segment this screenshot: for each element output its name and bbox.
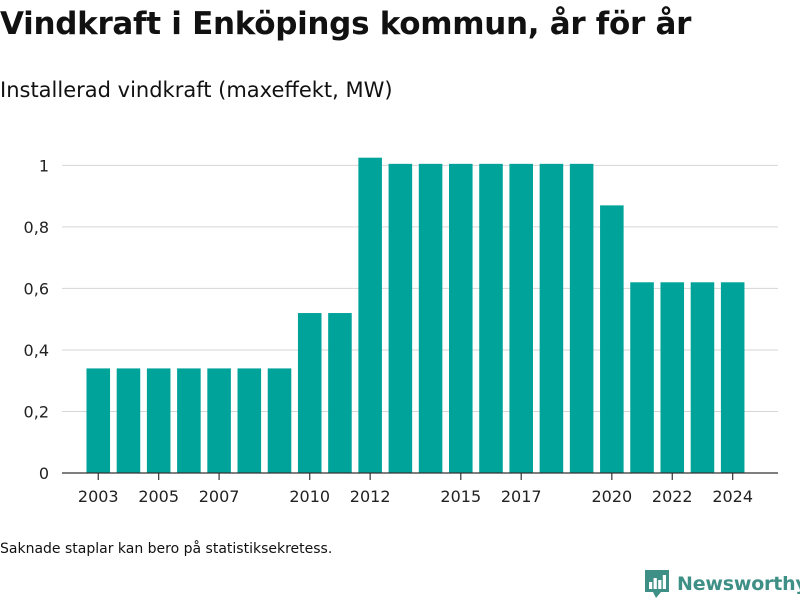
bar-2009[interactable] [267, 368, 292, 473]
y-tick-label: 0 [39, 464, 49, 483]
bar-2012[interactable] [358, 157, 382, 473]
y-tick-label: 0,4 [24, 341, 49, 360]
newsworthy-logo[interactable]: Newsworthy [644, 569, 800, 599]
bar-chart: 2003 2005 2007 2010 2012 2015 2017 2020 2022 2024… [24, 156, 778, 506]
y-tick-label: 0,2 [24, 402, 49, 421]
bar-chart-logo-icon [645, 570, 669, 598]
bar-2010[interactable] [297, 313, 322, 473]
bar-2008[interactable] [237, 368, 262, 473]
bar-2019[interactable] [569, 163, 594, 473]
bar-2014[interactable] [418, 163, 443, 473]
x-tick-label: 2015 [440, 487, 481, 506]
bar-2024[interactable] [720, 282, 745, 473]
bar-2021[interactable] [630, 282, 654, 473]
x-tick-label: 2024 [712, 487, 753, 506]
bar-2022[interactable] [660, 282, 685, 473]
chart-title: Vindkraft i Enköpings kommun, år för år [0, 6, 692, 42]
bar-2013[interactable] [388, 163, 413, 473]
y-tick-label: 1 [39, 156, 49, 175]
x-tick-label: 2007 [199, 487, 240, 506]
brand-name: Newsworthy [677, 573, 800, 595]
bar-2023[interactable] [690, 282, 715, 473]
y-tick-label: 0,6 [24, 279, 49, 298]
x-tick-label: 2017 [501, 487, 542, 506]
bar-2006[interactable] [177, 368, 201, 473]
footnote: Saknade staplar kan bero på statistiksek… [0, 541, 333, 557]
x-tick-label: 2003 [78, 487, 119, 506]
y-tick-label: 0,8 [24, 218, 49, 237]
bar-2003[interactable] [86, 368, 111, 473]
x-tick-label: 2012 [350, 487, 391, 506]
bar-2018[interactable] [539, 163, 564, 473]
bar-2004[interactable] [116, 368, 141, 473]
x-tick-label: 2020 [591, 487, 632, 506]
bar-2017[interactable] [509, 163, 533, 473]
x-tick-label: 2022 [652, 487, 693, 506]
bar-2015[interactable] [449, 163, 473, 473]
chart-subtitle: Installerad vindkraft (maxeffekt, MW) [0, 78, 393, 102]
x-tick-label: 2010 [289, 487, 330, 506]
bar-2007[interactable] [207, 368, 231, 473]
bar-2011[interactable] [328, 313, 352, 473]
bar-2016[interactable] [479, 163, 503, 473]
bar-2020[interactable] [600, 205, 624, 473]
x-tick-label: 2005 [138, 487, 179, 506]
bar-2005[interactable] [146, 368, 171, 473]
